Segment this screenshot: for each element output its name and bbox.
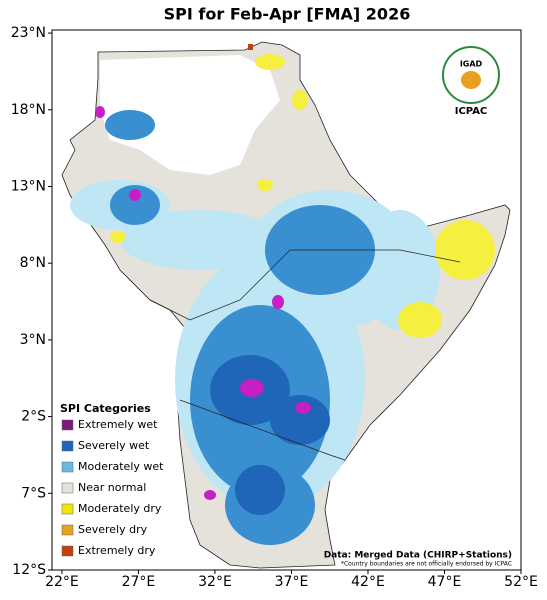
logo-emblem (461, 71, 481, 89)
x-tick-label: 47°E (428, 574, 462, 590)
x-tick-label: 42°E (351, 574, 385, 590)
legend-label: Moderately wet (78, 460, 164, 473)
legend-label: Extremely wet (78, 418, 158, 431)
legend-title: SPI Categories (60, 402, 151, 415)
title: SPI for Feb-Apr [FMA] 2026 (164, 5, 411, 24)
legend-swatch (61, 461, 74, 473)
y-tick-label: 2°S (21, 409, 46, 425)
legend-label: Extremely dry (78, 544, 156, 557)
logo-acronym: IGAD (460, 60, 483, 69)
legend-swatch (61, 503, 74, 515)
y-tick-label: 8°N (20, 255, 46, 271)
borders (149, 249, 461, 321)
x-tick-label: 37°E (275, 574, 309, 590)
legend-swatch (61, 419, 74, 431)
disclaimer: *Country boundaries are not officially e… (341, 561, 512, 568)
legend-label: Moderately dry (78, 502, 162, 515)
legend-label: Severely wet (78, 439, 150, 452)
legend-swatch (61, 524, 74, 536)
y-tick-label: 23°N (11, 25, 46, 41)
borders (179, 399, 346, 461)
data-source: Data: Merged Data (CHIRP+Stations) (324, 551, 512, 561)
y-tick-label: 18°N (11, 102, 46, 118)
x-tick-label: 22°E (45, 574, 79, 590)
y-tick-label: 3°N (20, 332, 46, 348)
legend-swatch (61, 482, 74, 494)
legend-label: Near normal (78, 481, 146, 494)
legend-swatch (61, 545, 74, 557)
y-tick-label: 13°N (11, 178, 46, 194)
y-tick-label: 12°S (12, 562, 46, 578)
x-tick-label: 32°E (198, 574, 232, 590)
dry-areas (110, 54, 495, 338)
logo-name: ICPAC (455, 106, 488, 117)
x-tick-label: 52°E (504, 574, 538, 590)
y-tick-label: 7°S (21, 485, 46, 501)
legend-swatch (61, 440, 74, 452)
logo: IGAD ICPAC (442, 46, 500, 117)
no-data-area (100, 55, 280, 175)
extremely-dry-area (248, 44, 253, 50)
x-tick-label: 27°E (122, 574, 156, 590)
region (61, 41, 511, 569)
extremely-wet-areas (95, 106, 311, 500)
legend-label: Severely dry (78, 523, 148, 536)
